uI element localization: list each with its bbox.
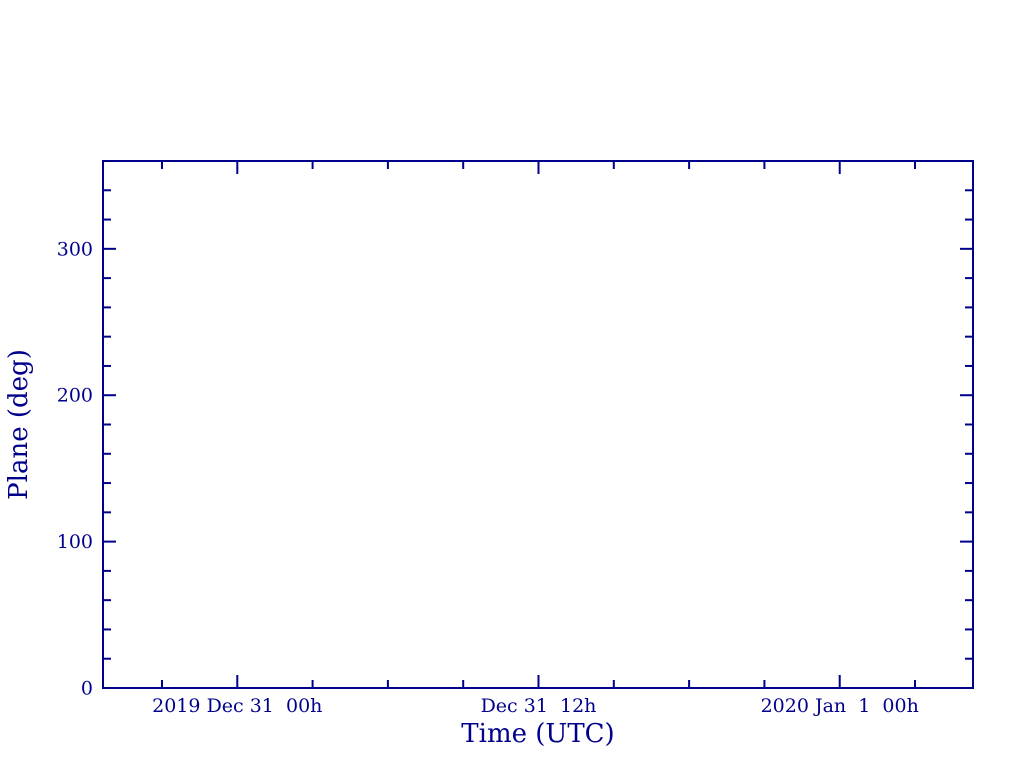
x-tick-label: 2019 Dec 31 00h bbox=[152, 695, 322, 717]
x-tick-label: Dec 31 12h bbox=[481, 695, 597, 717]
x-tick-label: 2020 Jan 1 00h bbox=[761, 695, 919, 717]
axes-frame bbox=[102, 160, 974, 689]
y-tick-label: 300 bbox=[57, 238, 93, 260]
plot-frame bbox=[102, 160, 974, 689]
y-tick-label: 200 bbox=[57, 385, 93, 407]
y-tick-label: 100 bbox=[57, 531, 93, 553]
y-axis-title: Plane (deg) bbox=[4, 349, 34, 500]
tick-labels: 2019 Dec 31 00h Dec 31 12h 2020 Jan 1 00h 0… bbox=[57, 238, 919, 717]
axis-ticks bbox=[104, 162, 972, 687]
y-tick-label: 0 bbox=[81, 678, 93, 700]
x-axis-title: Time (UTC) bbox=[461, 719, 614, 749]
